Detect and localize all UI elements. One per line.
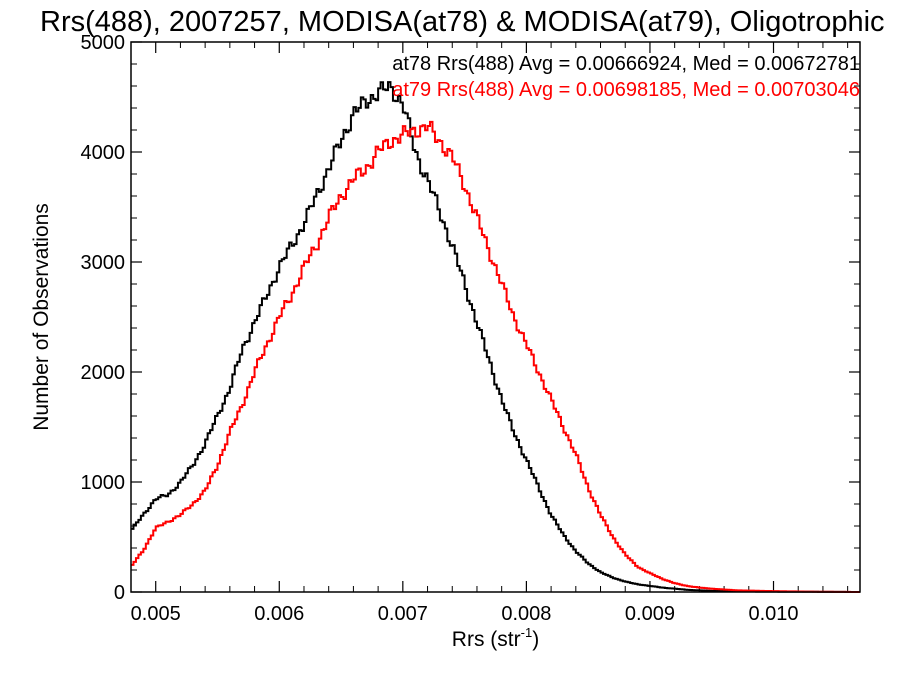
x-tick-label: 0.007 — [378, 603, 428, 625]
legend-entry: at78 Rrs(488) Avg = 0.00666924, Med = 0.… — [392, 53, 860, 75]
y-tick-label: 5000 — [81, 32, 126, 54]
y-tick-label: 0 — [114, 582, 125, 604]
series-line-at79 — [131, 120, 860, 593]
y-tick-label: 2000 — [81, 362, 126, 384]
x-tick-label: 0.009 — [625, 603, 675, 625]
x-tick-label: 0.008 — [501, 603, 551, 625]
y-tick-label: 3000 — [81, 252, 126, 274]
chart-title: Rrs(488), 2007257, MODISA(at78) & MODISA… — [40, 6, 885, 38]
axis-ticks: 0.005 0.006 0.007 0.008 0.009 0.010 0 1000 2000 3… — [81, 32, 860, 625]
legend: at78 Rrs(488) Avg = 0.00666924, Med = 0.… — [392, 53, 860, 101]
x-tick-label: 0.010 — [748, 603, 798, 625]
y-tick-label: 4000 — [81, 142, 126, 164]
y-tick-label: 1000 — [81, 472, 126, 494]
plot-frame — [130, 41, 861, 593]
x-tick-label: 0.006 — [254, 603, 304, 625]
legend-entry: at79 Rrs(488) Avg = 0.00698185, Med = 0.… — [392, 79, 860, 101]
series-line-at78 — [131, 81, 860, 593]
x-axis-label: Rrs (str-1) — [452, 625, 539, 651]
x-tick-label: 0.005 — [131, 603, 181, 625]
y-axis-label: Number of Observations — [30, 203, 53, 431]
series-lines — [131, 81, 860, 593]
